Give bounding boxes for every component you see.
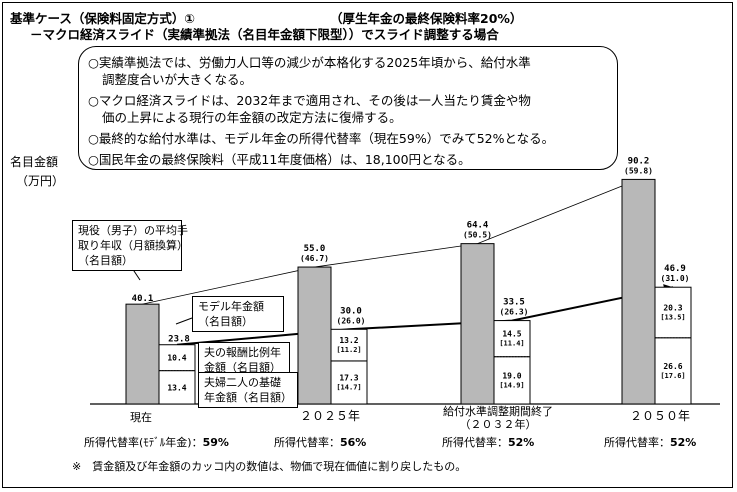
model-callout-leader: [175, 317, 193, 325]
notes-box: [78, 46, 618, 170]
wage-bar-3: [621, 178, 656, 405]
husband-value-label-0: 10.4: [167, 354, 186, 363]
replacement-label-0: 所得代替率(ﾓﾃﾞﾙ年金)：: [84, 436, 203, 449]
couple-basic-pension-callout: 夫婦二人の基礎 年金額（名目額）: [198, 372, 298, 408]
replacement-value-3: 52%: [670, 436, 697, 449]
earnings-pension-segment-2: [493, 320, 531, 358]
model-callout-line-1: モデル年金額: [198, 300, 264, 313]
replacement-rate-2: 所得代替率：52%: [442, 434, 534, 450]
replacement-label-2: 所得代替率：: [442, 436, 508, 449]
husband-value-label-3: 20.3: [663, 303, 682, 312]
wage-real-label-1: (46.7): [300, 254, 329, 263]
earnings-pension-segment-3: [654, 286, 692, 339]
wage-callout-line-3: （名目額）: [78, 254, 133, 267]
husband-real-label-2: [11.4]: [499, 340, 524, 348]
basic-pension-segment-3: [654, 337, 692, 405]
basic-value-label-3: 26.6: [663, 362, 682, 371]
model-value-label-2: 33.5: [503, 298, 525, 308]
husband-callout-line-2: 金額（名目額）: [204, 361, 281, 374]
couple-callout-line-1: 夫婦二人の基礎: [204, 376, 281, 389]
model-real-label-1: (26.0): [337, 316, 366, 325]
basic-value-label-2: 19.0: [502, 371, 521, 380]
husband-value-label-2: 14.5: [502, 330, 521, 339]
basic-value-label-0: 13.4: [167, 383, 186, 392]
model-real-label-3: (31.0): [661, 274, 690, 283]
replacement-rate-0: 所得代替率(ﾓﾃﾞﾙ年金)：59%: [84, 434, 229, 450]
model-value-label-1: 30.0: [340, 306, 362, 316]
wage-bar-1: [297, 266, 332, 405]
husband-value-label-1: 13.2: [339, 336, 358, 345]
subtitle: －マクロ経済スライド（実績準拠法（名目年金額下限型））でスライド調整する場合: [30, 27, 499, 42]
category-label-3: ２０５０年: [630, 409, 691, 423]
title-left: 基準ケース（保険料固定方式）①: [10, 11, 195, 26]
note-1: ○実績準拠法では、労働力人口等の減少が本格化する2025年頃から、給付水準: [88, 55, 531, 70]
model-pension-trend-line: [176, 286, 674, 346]
earnings-pension-segment-0: [158, 344, 196, 372]
model-value-label-3: 46.9: [664, 264, 686, 274]
replacement-label-1: 所得代替率：: [274, 436, 340, 449]
note-1-cont: 調整度合いが大きくなる。: [102, 72, 253, 87]
replacement-value-0: 59%: [202, 436, 229, 449]
category-label-2: 給付水準調整期間終了（２０３２年）: [443, 405, 553, 431]
basic-real-label-3: [17.6]: [660, 372, 685, 380]
wage-real-label-2: (50.5): [463, 231, 492, 240]
wage-value-label-3: 90.2: [628, 156, 650, 166]
replacement-label-3: 所得代替率：: [604, 436, 670, 449]
wage-value-label-1: 55.0: [304, 244, 326, 254]
model-callout-line-2: （名目額）: [198, 315, 253, 328]
replacement-value-1: 56%: [340, 436, 367, 449]
category-label-1: ２０２５年: [300, 409, 361, 423]
model-pension-callout: モデル年金額 （名目額）: [192, 296, 284, 332]
wage-callout-line-2: 取り年収（月額換算）: [78, 239, 188, 252]
wage-bar-2: [460, 243, 495, 405]
wage-callout-line-1: 現役（男子）の平均手: [78, 224, 188, 237]
wage-trend-line: [142, 179, 639, 305]
husband-real-label-3: [13.5]: [660, 313, 685, 321]
wage-callout: 現役（男子）の平均手 取り年収（月額換算） （名目額）: [72, 220, 188, 271]
note-4: ○国民年金の最終保険料（平成11年度価格）は、18,100円となる。: [88, 152, 471, 167]
footnote: ※ 賃金額及び年金額のカッコ内の数値は、物価で現在価値に割り戻したもの。: [72, 460, 467, 473]
note-3: ○最終的な給付水準は、モデル年金の所得代替率（現在59%）でみて52%となる。: [88, 131, 555, 146]
replacement-rate-3: 所得代替率：52%: [604, 434, 696, 450]
y-axis-unit: （万円）: [16, 174, 65, 188]
basic-real-label-2: [14.9]: [499, 381, 524, 389]
replacement-value-2: 52%: [508, 436, 535, 449]
basic-value-label-1: 17.3: [339, 373, 358, 382]
note-2-cont: 価の上昇による現行の年金額の改定方法に復帰する。: [102, 110, 402, 125]
husband-real-label-1: [11.2]: [336, 346, 361, 354]
replacement-rate-1: 所得代替率：56%: [274, 434, 366, 450]
wage-value-label-2: 64.4: [467, 221, 489, 231]
basic-pension-segment-2: [493, 356, 531, 405]
earnings-pension-segment-1: [330, 328, 368, 362]
note-2: ○マクロ経済スライドは、2032年まで適用され、その後は一人当たり賃金や物: [88, 93, 531, 108]
wage-bar-0: [125, 303, 160, 405]
couple-callout-line-2: 年金額（名目額）: [204, 391, 292, 404]
wage-real-label-3: (59.8): [624, 166, 653, 175]
husband-callout-line-1: 夫の報酬比例年: [204, 346, 281, 359]
model-real-label-2: (26.3): [500, 308, 529, 317]
basic-pension-segment-1: [330, 360, 368, 405]
basic-real-label-1: [14.7]: [336, 383, 361, 391]
category-label-0: 現在: [130, 411, 152, 424]
y-axis-label: 名目金額: [10, 155, 59, 169]
chart-frame: [2, 2, 733, 488]
wage-value-label-0: 40.1: [132, 294, 154, 304]
title-right: （厚生年金の最終保険料率20%）: [330, 11, 523, 26]
model-value-label-0: 23.8: [168, 335, 190, 345]
